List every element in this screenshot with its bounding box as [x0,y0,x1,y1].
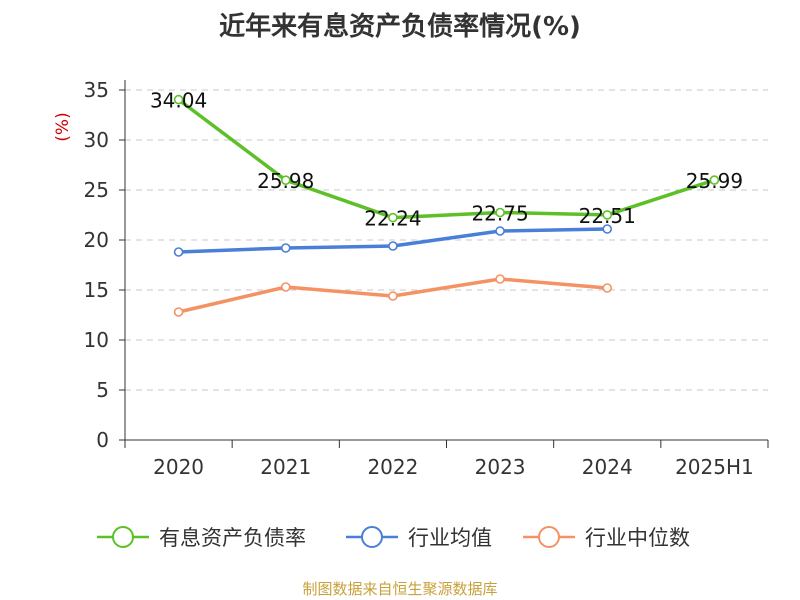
data-point [173,307,184,317]
y-tick-label: 25 [84,178,109,202]
data-point [495,207,505,218]
data-point [280,243,291,253]
x-tick-label: 2022 [367,455,418,479]
data-label: 22.75 [471,202,528,226]
data-point [388,291,398,301]
data-point [388,241,398,251]
legend-marker [538,526,560,548]
x-tick-label: 2023 [475,455,526,479]
series-lines [173,94,720,317]
data-label: 22.51 [579,204,636,228]
x-tick-label: 2020 [153,455,204,479]
legend-label: 行业均值 [408,526,492,550]
data-point [388,212,398,223]
data-point [495,274,505,284]
data-label: 34.04 [150,89,207,113]
data-label: 25.98 [257,169,314,193]
source-note: 制图数据来自恒生聚源数据库 [302,580,498,598]
legend-label: 行业中位数 [585,526,690,550]
data-point [602,210,613,220]
y-tick-label: 0 [96,428,109,452]
data-point [709,175,720,185]
x-tick-label: 2024 [582,455,633,479]
series-line [177,98,715,220]
legend-marker [361,526,383,548]
x-tick-label: 2025H1 [675,455,754,479]
data-label: 22.24 [364,207,421,231]
data-labels: 34.04 25.98 22.24 22.75 22.51 25.99 [150,89,743,231]
data-point [280,282,291,292]
data-point [495,226,505,236]
data-point [280,175,291,185]
legend-marker [112,526,134,548]
x-tick-label: 2021 [260,455,311,479]
y-axis-label: (%) [53,112,73,141]
data-point [602,224,613,234]
axes: 0 5 10 15 20 25 30 35 2020 2021 2022 2023 2024 2025H1 [84,78,769,479]
y-tick-label: 35 [84,78,109,102]
y-tick-label: 20 [84,228,109,252]
data-point [602,283,613,293]
data-point [173,247,184,257]
legend: 有息资产负债率 行业均值 行业中位数 [97,526,690,550]
data-point [173,94,184,105]
y-tick-label: 15 [84,278,109,302]
y-tick-label: 30 [84,128,109,152]
legend-label: 有息资产负债率 [159,526,306,550]
chart-title: 近年来有息资产负债率情况(%) [219,12,581,42]
y-tick-label: 10 [84,328,109,352]
data-label: 25.99 [686,169,743,193]
y-tick-label: 5 [96,378,109,402]
